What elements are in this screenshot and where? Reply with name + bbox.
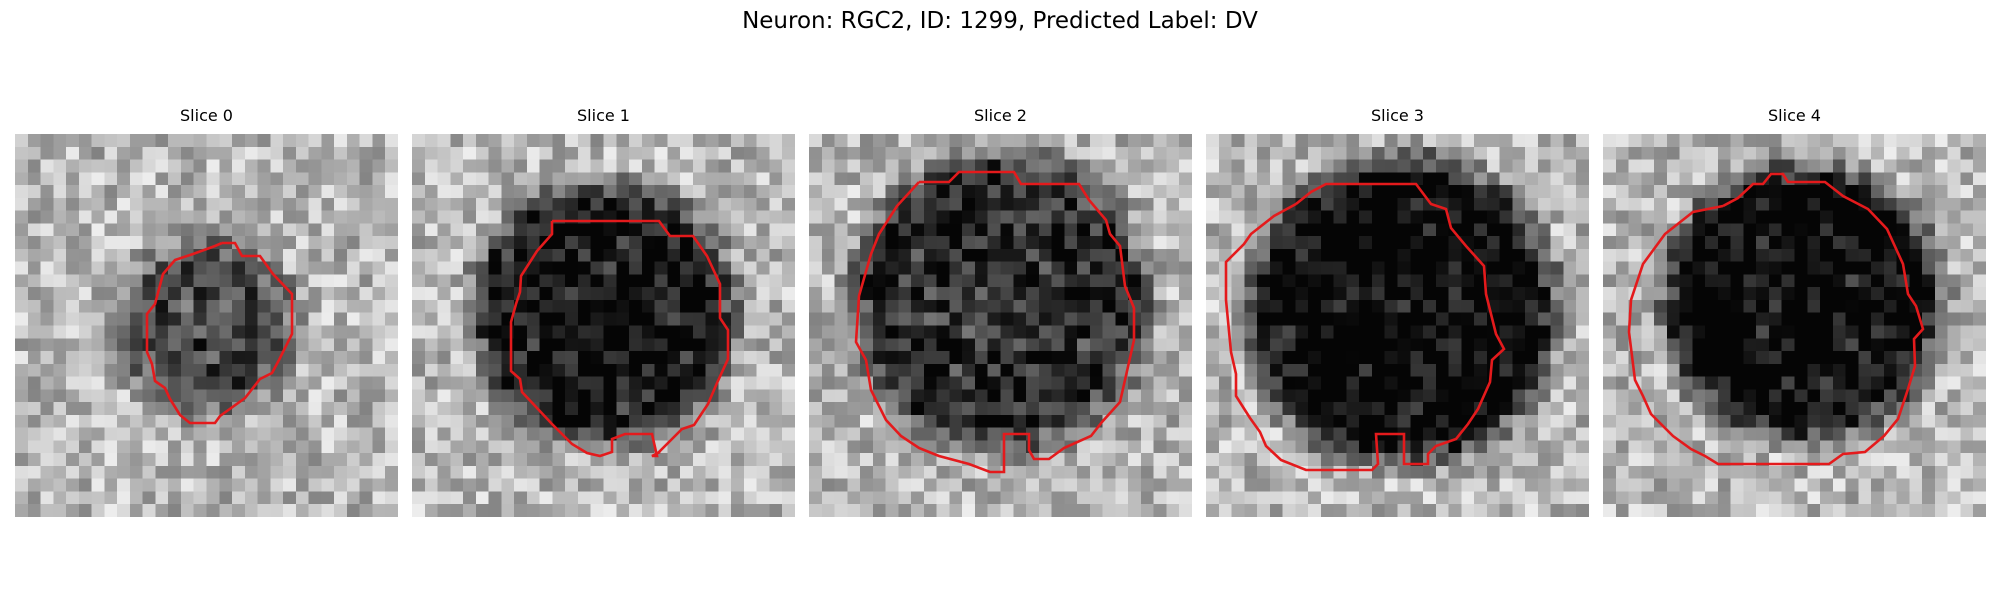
- slice-image-3: [1206, 134, 1589, 517]
- grayscale-image: [15, 134, 398, 517]
- contour-overlay: [145, 241, 294, 425]
- slice-title: Slice 3: [1371, 106, 1424, 125]
- cell-contour: [145, 241, 294, 425]
- contour-overlay: [1627, 172, 1925, 466]
- slice-title: Slice 2: [974, 106, 1027, 125]
- cell-contour: [1224, 182, 1506, 472]
- slice-panel-4: Slice 4: [1603, 106, 1986, 517]
- slice-title: Slice 1: [577, 106, 630, 125]
- slice-panel-3: Slice 3: [1206, 106, 1589, 517]
- figure-title: Neuron: RGC2, ID: 1299, Predicted Label:…: [742, 8, 1258, 34]
- slice-image-2: [809, 134, 1192, 517]
- contour-overlay: [854, 170, 1136, 474]
- grayscale-image: [412, 134, 795, 517]
- grayscale-image: [809, 134, 1192, 517]
- cell-contour: [1627, 172, 1925, 466]
- slice-panel-0: Slice 0: [15, 106, 398, 517]
- contour-overlay: [1224, 182, 1506, 472]
- slice-image-4: [1603, 134, 1986, 517]
- slice-panel-2: Slice 2: [809, 106, 1192, 517]
- slice-panel-1: Slice 1: [412, 106, 795, 517]
- slice-image-1: [412, 134, 795, 517]
- cell-contour: [854, 170, 1136, 474]
- slice-title: Slice 4: [1768, 106, 1821, 125]
- slice-image-0: [15, 134, 398, 517]
- contour-overlay: [509, 219, 730, 458]
- slice-title: Slice 0: [180, 106, 233, 125]
- grayscale-image: [1206, 134, 1589, 517]
- cell-contour: [509, 219, 730, 458]
